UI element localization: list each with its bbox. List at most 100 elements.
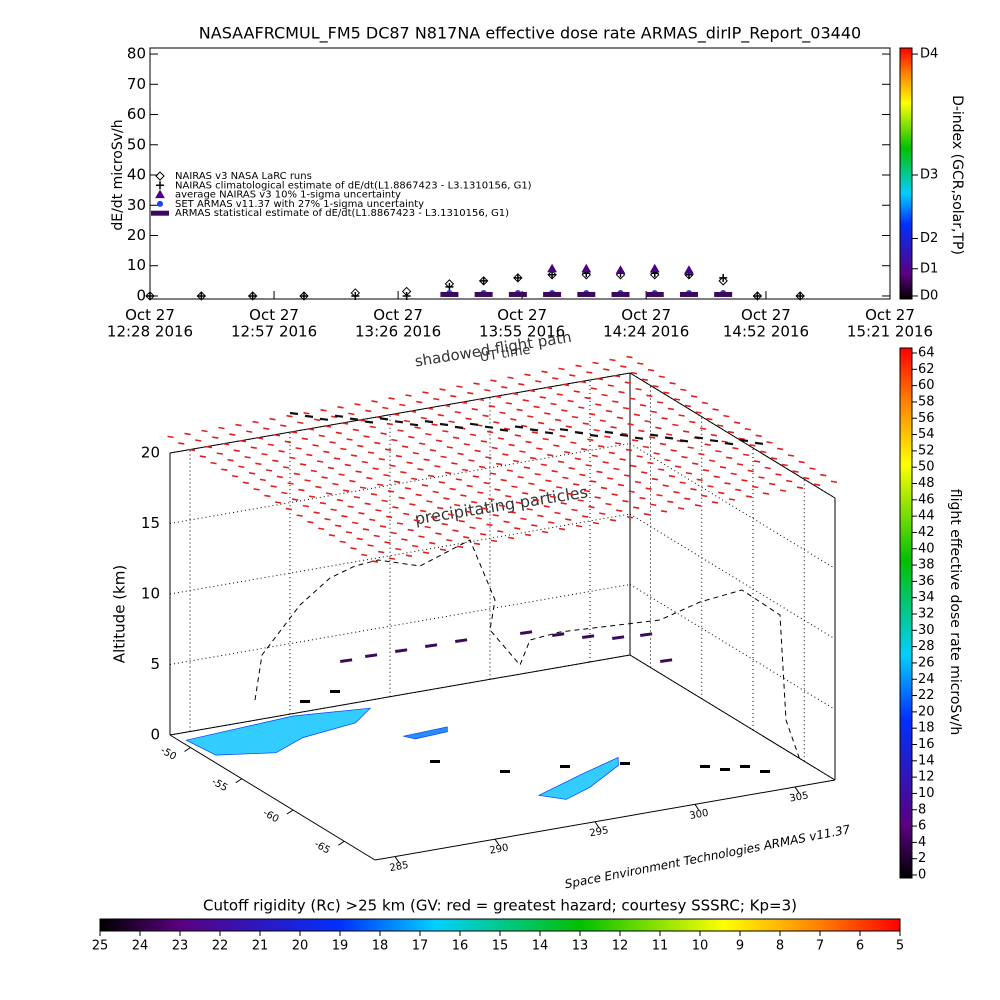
particle-dash (769, 482, 776, 486)
colorbar-tick-label: 46 (918, 492, 935, 507)
particle-dash (517, 475, 524, 479)
particle-dash (537, 421, 545, 425)
shadow-dash (619, 433, 629, 437)
particle-dash (537, 514, 544, 518)
particle-dash (348, 412, 355, 416)
particle-dash (509, 511, 516, 514)
particle-dash (652, 384, 659, 388)
particle-dash (760, 450, 767, 454)
particle-dash (309, 495, 316, 498)
particle-dash (371, 400, 378, 403)
flight-path (254, 539, 801, 761)
particle-dash (575, 524, 583, 528)
particle-dash (424, 525, 431, 529)
particle-dash (312, 444, 319, 447)
particle-dash (611, 493, 618, 496)
particle-dash (486, 523, 493, 527)
particle-dash (707, 485, 714, 488)
particle-dash (429, 449, 436, 452)
particle-dash (248, 472, 256, 475)
particle-dash (506, 469, 514, 472)
marker (714, 291, 733, 297)
particle-dash (477, 491, 484, 494)
colorbar-tick-label: 38 (918, 558, 935, 573)
particle-dash (633, 413, 640, 417)
particle-dash (524, 533, 532, 537)
particle-dash (492, 513, 499, 517)
particle-dash (571, 415, 579, 419)
particle-dash (548, 428, 555, 431)
particle-dash (581, 448, 588, 451)
marker (513, 273, 522, 282)
colorbar-tick-label: 44 (918, 509, 935, 524)
particle-dash (178, 442, 185, 445)
particle-dash (456, 545, 464, 549)
label-line: Oct 27 (125, 306, 175, 324)
y-tick-label: 20 (127, 226, 146, 244)
colorbar-tick-label: 52 (918, 443, 935, 458)
particle-dash (667, 407, 674, 411)
particle-dash (541, 530, 549, 534)
colorbar-tick-label: 64 (918, 346, 935, 361)
floor-dash (760, 770, 770, 773)
particle-dash (617, 483, 625, 487)
particle-dash (450, 394, 457, 398)
particle-dash (579, 380, 587, 384)
flight-dash (395, 648, 408, 653)
particle-dash (255, 462, 262, 466)
particle-dash (553, 444, 560, 447)
particle-dash (338, 473, 345, 476)
particle-dash (420, 509, 427, 513)
particle-dash (235, 423, 242, 427)
particle-dash (595, 403, 602, 406)
y-tick-label: 70 (127, 75, 146, 93)
particle-dash (600, 486, 608, 490)
particle-dash (301, 437, 308, 441)
flight-dash (639, 632, 653, 637)
particle-dash (660, 510, 668, 513)
y-tick-label: -65 (312, 839, 332, 857)
x-tick-label: Oct 27 14:24 2016 (603, 306, 689, 341)
particle-dash (656, 401, 664, 404)
particle-dash (437, 413, 444, 417)
particle-dash (516, 408, 523, 412)
particle-dash (656, 493, 663, 497)
particle-dash (321, 476, 328, 479)
particle-dash (408, 435, 415, 439)
particle-dash (536, 447, 543, 450)
particle-dash (522, 492, 529, 495)
particle-dash (667, 500, 674, 504)
particle-dash (324, 425, 332, 428)
particle-dash (273, 433, 281, 437)
legend-entry: NAIRAS v3 NASA LaRC runs (175, 171, 312, 182)
particle-dash (567, 399, 574, 403)
particle-dash (465, 417, 472, 421)
rigidity-tick-label: 16 (452, 939, 469, 954)
x-tick (694, 804, 700, 811)
particle-dash (526, 508, 533, 511)
grid-line (629, 654, 836, 781)
x-tick-label: Oct 27 15:21 2016 (847, 306, 933, 341)
particle-dash (472, 475, 480, 478)
y-tick-label: -55 (210, 776, 230, 794)
particle-dash (650, 410, 657, 414)
shadow-dash (379, 417, 389, 421)
particle-dash (564, 450, 571, 454)
particle-dash (670, 449, 677, 452)
particle-dash (592, 521, 600, 525)
z-tick-label: 15 (141, 514, 160, 532)
particle-dash (738, 437, 745, 441)
particle-dash (562, 476, 569, 480)
floor-dash (720, 768, 730, 771)
shadow-dash (484, 425, 494, 429)
colorbar-tick-label: 6 (918, 819, 926, 834)
x-tick-label: Oct 27 14:52 2016 (723, 306, 809, 341)
particle-dash (635, 387, 642, 391)
x-tick-label: 295 (589, 825, 610, 839)
particle-dash (571, 508, 578, 512)
colorbar-tick-label: 8 (918, 802, 926, 817)
label-line: Oct 27 (621, 306, 671, 324)
particle-dash (474, 449, 481, 453)
particle-dash (233, 449, 240, 452)
box-edge (169, 734, 376, 861)
